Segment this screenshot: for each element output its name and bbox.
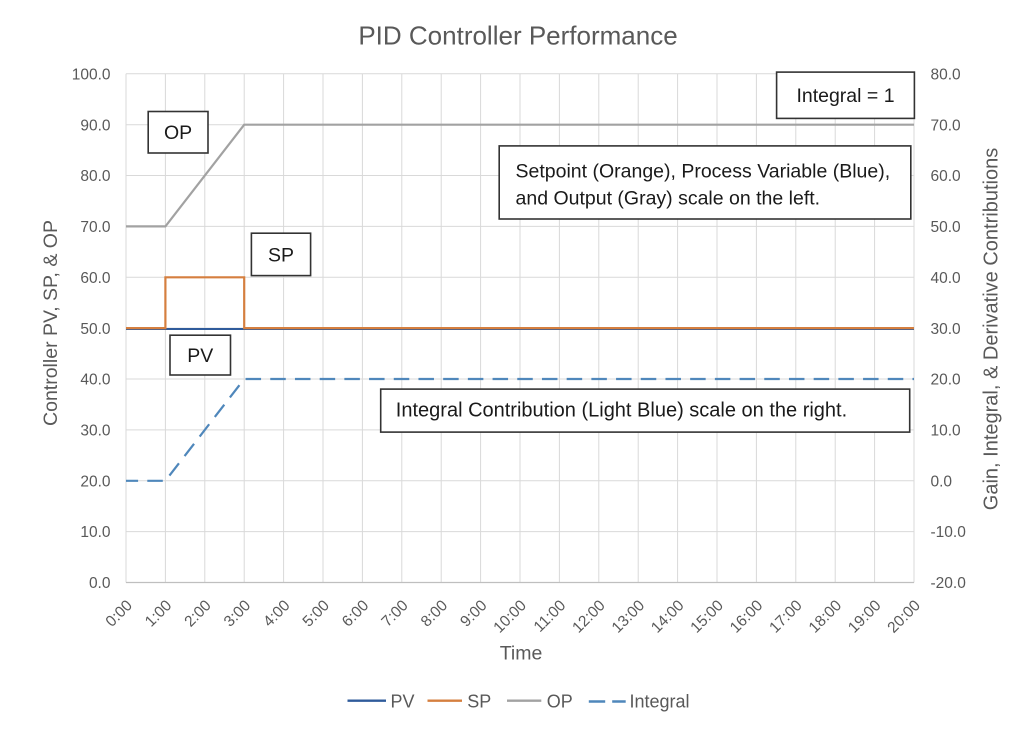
svg-text:OP: OP xyxy=(164,122,192,144)
svg-text:Gain, Integral, & Derivative C: Gain, Integral, & Derivative Contributio… xyxy=(981,148,1003,510)
svg-text:0.0: 0.0 xyxy=(931,473,953,490)
svg-text:PV: PV xyxy=(187,345,213,367)
svg-text:PID Controller Performance: PID Controller Performance xyxy=(358,21,677,51)
svg-text:70.0: 70.0 xyxy=(80,219,111,236)
svg-text:10.0: 10.0 xyxy=(80,524,111,541)
svg-text:-20.0: -20.0 xyxy=(931,575,967,592)
svg-text:0.0: 0.0 xyxy=(89,575,111,592)
svg-text:90.0: 90.0 xyxy=(80,117,111,134)
svg-text:Integral: Integral xyxy=(630,691,690,711)
svg-text:20.0: 20.0 xyxy=(931,372,962,389)
svg-text:SP: SP xyxy=(467,691,491,711)
svg-text:80.0: 80.0 xyxy=(80,168,111,185)
svg-text:OP: OP xyxy=(547,691,573,711)
svg-text:30.0: 30.0 xyxy=(80,423,111,440)
svg-text:and Output (Gray) scale on the: and Output (Gray) scale on the left. xyxy=(516,188,821,210)
svg-text:SP: SP xyxy=(268,244,294,266)
svg-text:60.0: 60.0 xyxy=(931,168,962,185)
svg-text:40.0: 40.0 xyxy=(931,270,962,287)
svg-text:Integral Contribution (Light B: Integral Contribution (Light Blue) scale… xyxy=(396,400,847,422)
svg-text:40.0: 40.0 xyxy=(80,372,111,389)
svg-text:Controller PV, SP, & OP: Controller PV, SP, & OP xyxy=(40,220,62,426)
svg-text:Setpoint (Orange), Process Var: Setpoint (Orange), Process Variable (Blu… xyxy=(516,161,891,183)
svg-text:50.0: 50.0 xyxy=(931,219,962,236)
svg-text:Integral = 1: Integral = 1 xyxy=(796,85,894,107)
svg-text:Time: Time xyxy=(500,643,543,665)
svg-text:80.0: 80.0 xyxy=(931,66,962,83)
svg-text:50.0: 50.0 xyxy=(80,321,111,338)
svg-text:20.0: 20.0 xyxy=(80,473,111,490)
svg-text:70.0: 70.0 xyxy=(931,117,962,134)
svg-text:30.0: 30.0 xyxy=(931,321,962,338)
svg-text:60.0: 60.0 xyxy=(80,270,111,287)
svg-text:-10.0: -10.0 xyxy=(931,524,967,541)
svg-text:100.0: 100.0 xyxy=(72,66,111,83)
svg-text:10.0: 10.0 xyxy=(931,423,962,440)
svg-text:PV: PV xyxy=(391,691,415,711)
